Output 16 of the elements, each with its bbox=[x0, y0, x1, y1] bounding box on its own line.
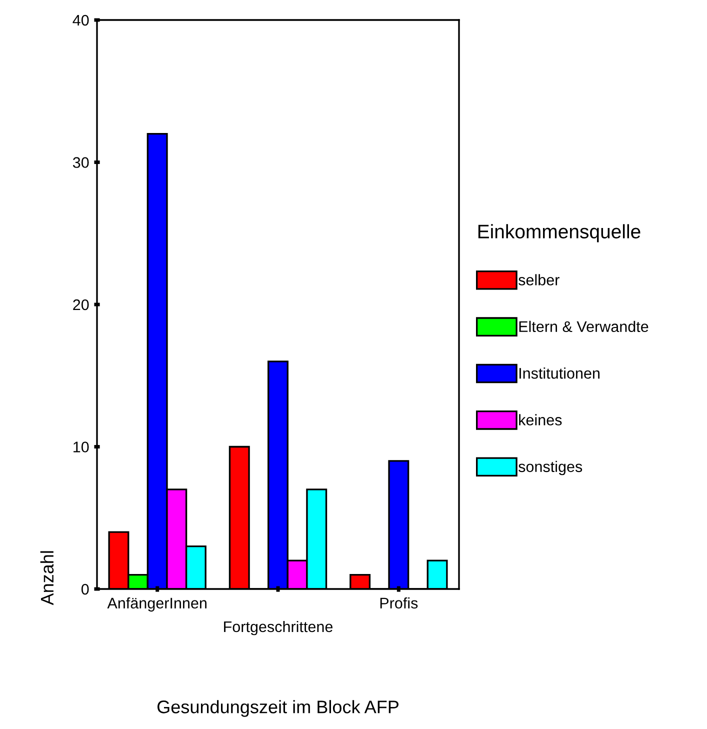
x-tick-label: AnfängerInnen bbox=[107, 597, 206, 612]
y-tick-label: 0 bbox=[81, 584, 89, 595]
y-tick-label: 40 bbox=[72, 14, 89, 26]
legend-label: sonstiges bbox=[518, 460, 582, 476]
x-axis-title: Gesundungszeit im Block AFP bbox=[157, 700, 398, 717]
x-tick-label: Fortgeschrittene bbox=[224, 620, 333, 636]
legend-label: selber bbox=[518, 274, 560, 286]
x-tick-label: Profis bbox=[380, 597, 418, 609]
legend-label: Institutionen bbox=[519, 368, 600, 379]
legend-label: keines bbox=[519, 414, 562, 426]
y-tick-label: 30 bbox=[72, 157, 89, 168]
y-axis-title: Anzahl bbox=[40, 551, 54, 606]
y-tick-label: 10 bbox=[74, 442, 89, 452]
legend-label: Eltern & Verwandte bbox=[519, 320, 648, 332]
y-tick-label: 20 bbox=[73, 299, 89, 310]
legend-title: Einkommensquelle bbox=[478, 224, 640, 242]
